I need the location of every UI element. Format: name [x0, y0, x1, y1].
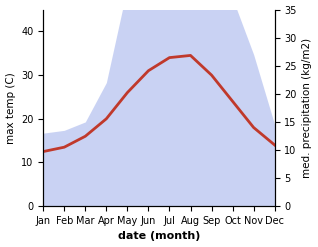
X-axis label: date (month): date (month)	[118, 231, 200, 242]
Y-axis label: max temp (C): max temp (C)	[5, 72, 16, 144]
Y-axis label: med. precipitation (kg/m2): med. precipitation (kg/m2)	[302, 38, 313, 178]
